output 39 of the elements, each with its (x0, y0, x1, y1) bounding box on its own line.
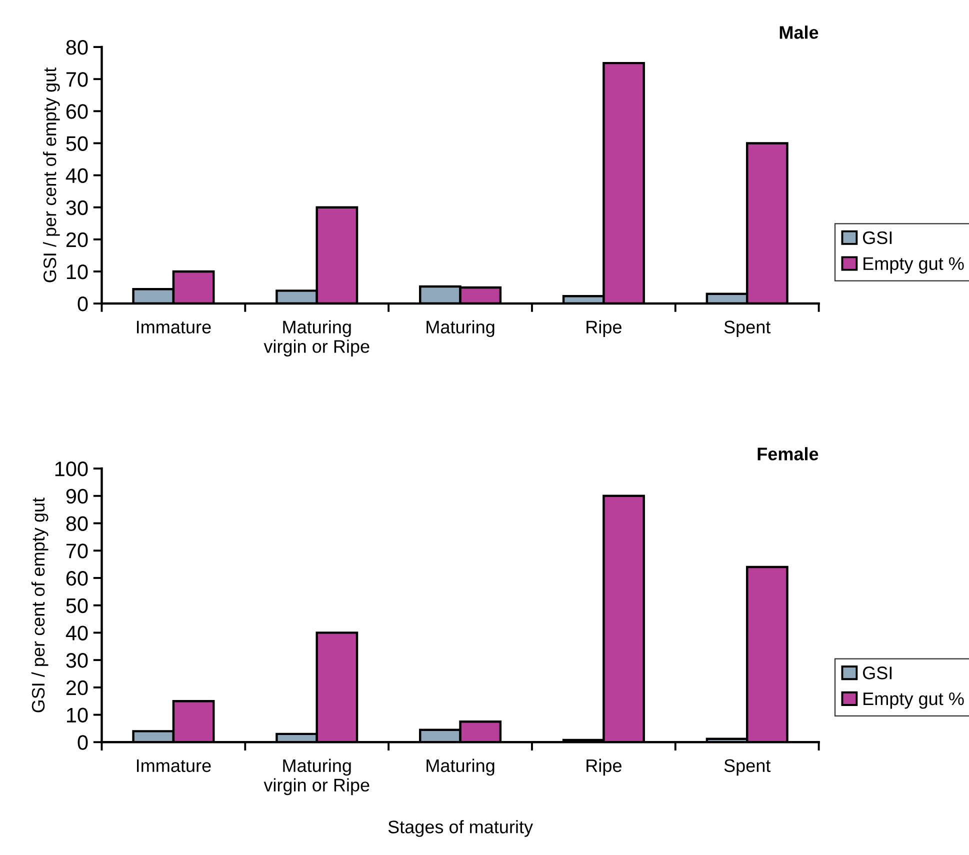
x-tick-label: Immature (136, 320, 211, 334)
y-axis-title: GSI / per cent of empty gut (42, 68, 60, 282)
y-tick-label: 10 (66, 264, 88, 280)
y-tick-label: 60 (66, 104, 88, 119)
x-tick-label: Maturing (426, 758, 494, 776)
x-tick-label: Maturing virgin or Ripe (264, 758, 370, 796)
y-tick-label: 100 (55, 462, 88, 476)
x-tick-label: Ripe (586, 320, 622, 338)
legend-label: GSI (862, 231, 892, 244)
x-tick-label: Spent (724, 759, 771, 776)
legend-label: Empty gut % (864, 692, 964, 709)
y-axis-title: GSI / per cent of empty gut (31, 498, 48, 712)
x-tick-label: Ripe (586, 758, 622, 776)
y-tick-label: 30 (66, 653, 88, 668)
y-tick-label: 10 (66, 708, 88, 723)
legend-label: GSI (862, 666, 892, 680)
y-tick-label: 60 (66, 570, 88, 586)
y-tick-label: 50 (66, 136, 88, 151)
y-tick-label: 80 (66, 40, 88, 55)
chart-title: Female (758, 447, 818, 460)
x-tick-label: Spent (724, 320, 771, 338)
chart-title: Male (780, 26, 818, 39)
y-tick-label: 0 (78, 735, 88, 750)
y-tick-label: 0 (78, 296, 88, 312)
y-tick-label: 40 (66, 168, 88, 184)
legend-label: Empty gut % (864, 257, 964, 274)
y-tick-label: 80 (66, 516, 88, 532)
y-tick-label: 70 (66, 544, 88, 558)
x-axis-title: Stages of maturity (388, 820, 533, 837)
y-tick-label: 30 (66, 200, 88, 216)
x-tick-label: Immature (136, 759, 211, 772)
y-tick-label: 20 (66, 232, 88, 248)
y-tick-label: 20 (66, 680, 88, 696)
x-tick-label: Maturing virgin or Ripe (264, 320, 370, 356)
y-tick-label: 90 (66, 488, 88, 504)
y-tick-label: 50 (66, 598, 88, 614)
y-tick-label: 70 (66, 72, 88, 87)
x-tick-label: Maturing (426, 320, 494, 338)
y-tick-label: 40 (66, 626, 88, 640)
